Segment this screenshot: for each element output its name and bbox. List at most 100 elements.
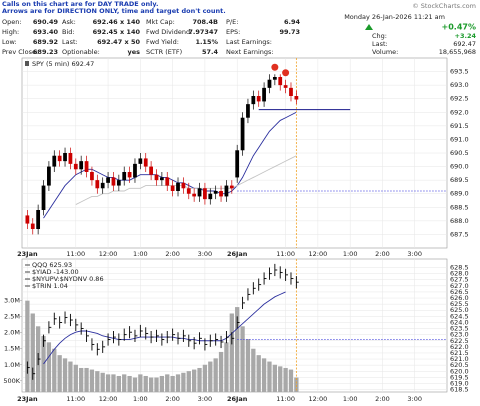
x-tick-label: 11:00 <box>276 395 295 403</box>
volume-bar <box>132 377 138 392</box>
candle-body <box>278 77 283 86</box>
last: 692.47 <box>453 40 476 48</box>
volume-bar <box>73 364 78 392</box>
volume-bar <box>202 364 208 392</box>
quote-value: 689.92 <box>33 38 58 46</box>
volume-bar <box>170 375 175 392</box>
x-tick-label: 11:00 <box>66 250 85 258</box>
x-tick-label: 11:00 <box>276 250 295 258</box>
candle-body <box>294 96 299 100</box>
y-tick-label: 688.5 <box>450 203 469 211</box>
candle-body <box>213 191 218 194</box>
x-tick-label: 26Jan <box>227 395 248 403</box>
volume-bar <box>267 361 272 392</box>
candle-body <box>197 188 202 197</box>
candle-body <box>63 153 67 162</box>
quote-label: Chg: <box>372 32 387 40</box>
y2-tick-label: 2.0M <box>4 329 20 337</box>
volume-bar <box>272 364 277 392</box>
candle-body <box>36 210 41 229</box>
y-tick-label: 687.5 <box>450 230 469 238</box>
volume-bar <box>218 351 224 392</box>
candle-body <box>68 153 73 164</box>
volume-bar <box>52 348 57 392</box>
volume-bar <box>256 355 261 392</box>
volume-bar <box>229 313 234 392</box>
moving-average <box>75 155 297 205</box>
volume-bar <box>278 366 283 392</box>
candle-body <box>79 161 84 170</box>
y-tick-label: 691.5 <box>450 122 469 130</box>
volume-bar <box>192 369 197 392</box>
x-tick-label: 26Jan <box>227 250 248 258</box>
quote-label: Last: <box>62 38 78 46</box>
volume-bar <box>240 326 245 392</box>
x-tick-label: 3:00 <box>407 395 422 403</box>
candle-body <box>203 188 207 200</box>
date: Monday 26-Jan-2026 11:21 am <box>344 13 445 21</box>
quote-label: Prev Close: <box>2 48 38 56</box>
quote-label: Fwd Yield: <box>146 38 179 46</box>
volume-bar <box>154 377 159 392</box>
volume-bar <box>95 371 100 392</box>
y-tick-label: 693.5 <box>450 68 469 76</box>
volume-bar <box>208 361 213 392</box>
notice-line: Calls on this chart are for DAY TRADE on… <box>2 0 158 8</box>
x-tick-label: 2:00 <box>375 395 390 403</box>
x-tick-label: 2:00 <box>165 250 180 258</box>
volume-bar <box>251 348 256 392</box>
x-tick-label: 1:00 <box>133 395 148 403</box>
candle-body <box>262 87 266 102</box>
candle-body <box>224 185 229 197</box>
y-tick-label: 624.0 <box>450 318 469 326</box>
quote-value: 99.73 <box>279 28 300 36</box>
y-tick-label: 623.5 <box>450 325 469 333</box>
notice-line: Arrows are for DIRECTION ONLY, time and … <box>2 7 226 15</box>
quote-label: Next Earnings: <box>226 48 274 56</box>
quote-value: 689.23 <box>33 48 58 56</box>
volume-bar <box>57 355 62 392</box>
volume-bar <box>288 369 294 392</box>
x-tick-label: 12:00 <box>99 250 118 258</box>
candle-body <box>219 191 223 197</box>
quote-label: Low: <box>2 38 17 46</box>
x-tick-label: 3:00 <box>407 250 422 258</box>
candle-body <box>154 174 159 181</box>
volume-bar <box>100 372 105 392</box>
volume-bar <box>197 367 202 392</box>
y-tick-label: 692.5 <box>450 95 469 103</box>
up-icon <box>365 24 373 30</box>
y-tick-label: 620.5 <box>450 361 469 369</box>
candle-body <box>47 166 51 186</box>
y-tick-label: 689.0 <box>450 190 469 198</box>
volume-bar <box>181 372 186 392</box>
volume-bar <box>245 339 251 392</box>
moving-average <box>43 291 286 365</box>
candle-body <box>267 79 272 88</box>
volume-bar <box>79 367 84 392</box>
candle-body <box>176 182 180 191</box>
candle-body <box>100 182 105 189</box>
volume-bar <box>105 374 111 392</box>
quote-label: High: <box>2 28 19 36</box>
volume-bar <box>30 313 35 392</box>
volume-bar <box>46 342 52 392</box>
candle-body <box>84 161 89 172</box>
candle-body <box>149 166 153 175</box>
volume-bar <box>283 367 288 392</box>
y2-tick-label: 2.5M <box>4 313 20 321</box>
candle-body <box>272 77 277 80</box>
candle-body <box>186 188 191 194</box>
x-tick-label: 1:00 <box>343 395 358 403</box>
y-tick-label: 625.5 <box>450 300 469 308</box>
y-tick-label: 622.5 <box>450 337 469 345</box>
y-tick-label: 691.0 <box>450 135 469 143</box>
legend-label: $YIAD -143.00 <box>32 268 79 276</box>
y-tick-label: 689.5 <box>450 176 469 184</box>
y-tick-label: 619.5 <box>450 373 469 381</box>
y-tick-label: 624.5 <box>450 312 469 320</box>
quote-value: 692.47 x 50 <box>97 38 140 46</box>
volume-bar <box>89 369 95 392</box>
y-tick-label: 626.5 <box>450 288 469 296</box>
volume-bar <box>62 358 68 392</box>
